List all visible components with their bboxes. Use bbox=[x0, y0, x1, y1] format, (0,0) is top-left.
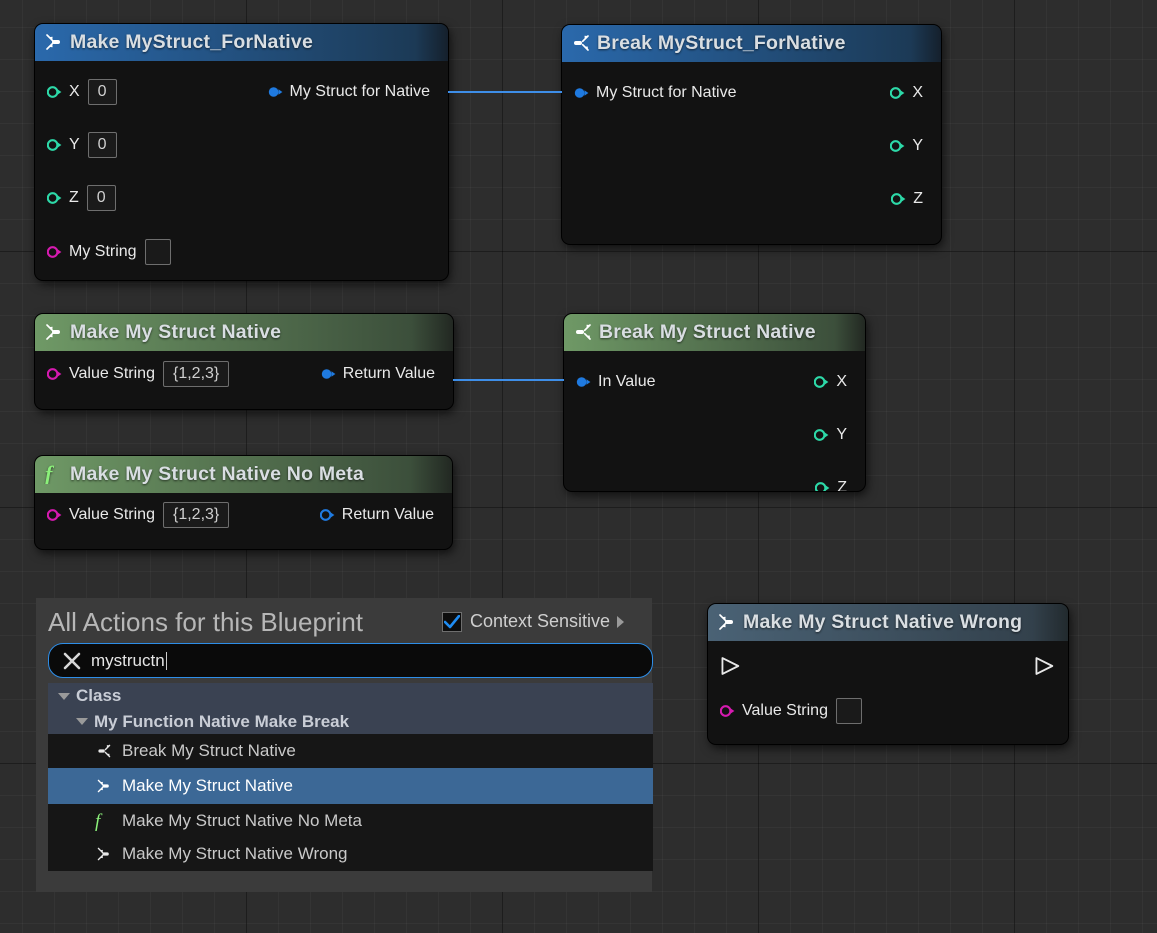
svg-text:f: f bbox=[95, 811, 103, 831]
